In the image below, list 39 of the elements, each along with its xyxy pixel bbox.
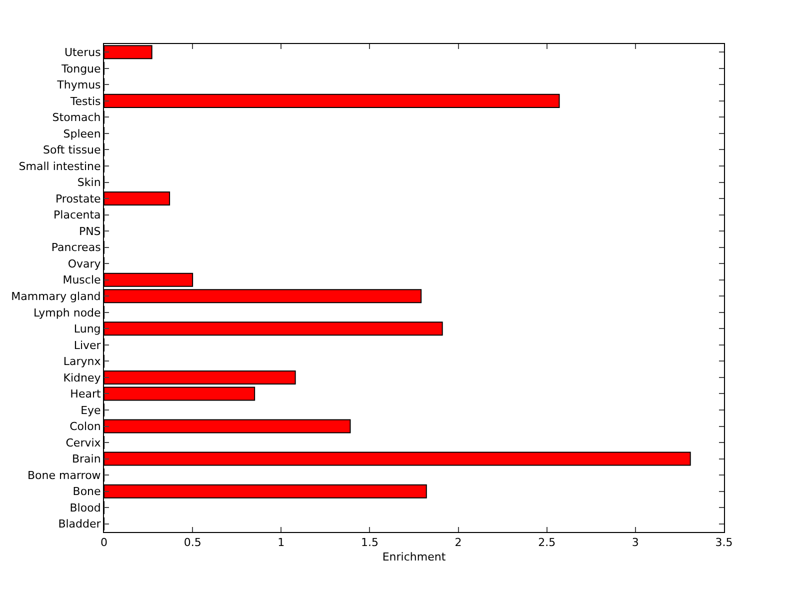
y-tick-label: Bone marrow — [27, 468, 101, 482]
x-tick-label: 2 — [454, 536, 462, 550]
x-axis-title: Enrichment — [382, 550, 446, 564]
y-tick-label: Bladder — [58, 518, 102, 531]
y-tick-label: Spleen — [63, 127, 101, 140]
y-tick-label: Soft tissue — [43, 144, 102, 157]
y-tick-label: Skin — [77, 176, 101, 190]
x-tick-label: 1.5 — [360, 536, 378, 550]
y-tick-label: Eye — [80, 404, 102, 417]
y-tick-label: Ovary — [68, 257, 102, 270]
x-tick-label: 0.5 — [184, 536, 202, 550]
y-tick-label: Bone — [72, 485, 102, 498]
y-tick-label: Mammary gland — [11, 290, 101, 303]
y-tick-label: Stomach — [52, 111, 101, 124]
y-tick-label: Small intestine — [18, 160, 102, 173]
x-tick-label: 3 — [632, 536, 639, 550]
y-tick-label: Lymph node — [34, 306, 102, 320]
x-tick-label: 2.5 — [538, 536, 556, 550]
y-tick-label: Kidney — [63, 371, 102, 384]
y-tick-label: Blood — [70, 501, 101, 514]
y-tick-label: Thymus — [56, 78, 102, 92]
y-tick-label: Cervix — [66, 436, 102, 450]
x-tick-label: 1 — [278, 536, 285, 550]
y-tick-label: Larynx — [63, 355, 102, 368]
y-tick-label: Brain — [72, 452, 101, 466]
y-tick-label: Liver — [74, 338, 102, 352]
y-tick-label: Uterus — [64, 46, 102, 59]
y-tick-label: Heart — [70, 388, 102, 401]
y-tick-label: Muscle — [62, 274, 102, 287]
y-tick-label: Placenta — [54, 208, 101, 222]
y-tick-label: Pancreas — [51, 241, 102, 254]
y-tick-label: Colon — [70, 420, 101, 434]
y-tick-label: Prostate — [55, 192, 102, 206]
x-tick-label: 3.5 — [715, 536, 733, 550]
y-tick-label: Lung — [74, 322, 101, 336]
y-tick-label: PNS — [78, 224, 101, 238]
y-tick-label: Tongue — [60, 62, 102, 76]
y-tick-label: Testis — [69, 94, 102, 108]
x-tick-label: 0 — [100, 536, 108, 550]
